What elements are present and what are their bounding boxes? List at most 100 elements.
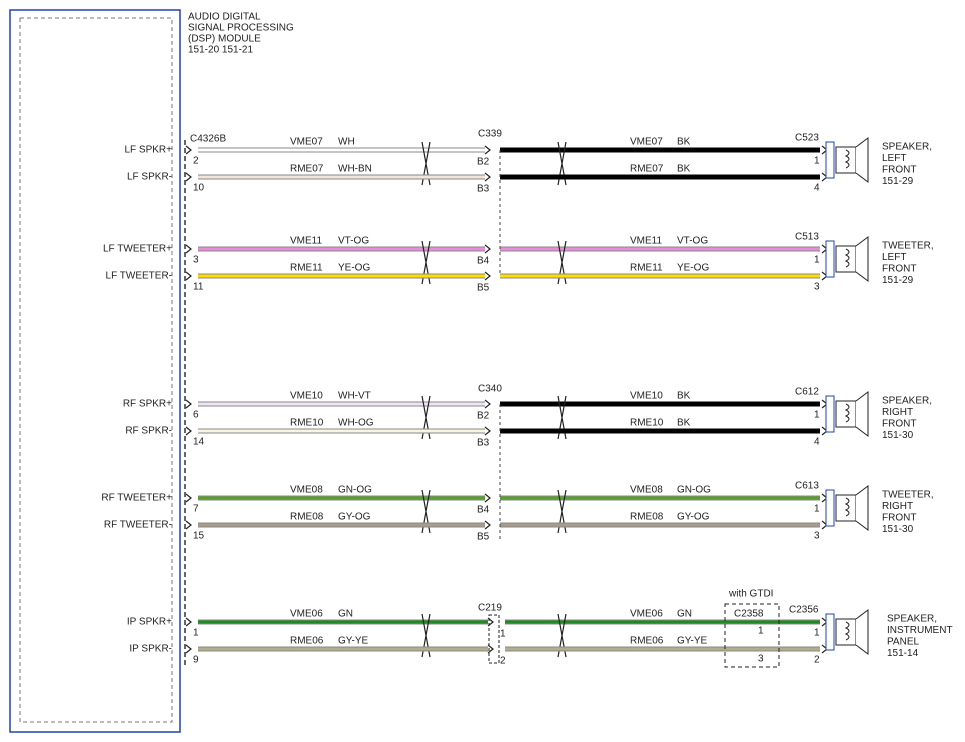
pin-label: LF SPKR+ [124, 145, 172, 156]
module-title: AUDIO DIGITAL [188, 12, 261, 23]
option-connector-box [724, 603, 780, 668]
option-connector-label: C2358 [734, 609, 764, 620]
wire-color: VT-OG [677, 236, 708, 247]
speaker-terminal [825, 141, 835, 179]
mid-pin: B2 [477, 411, 490, 422]
speaker-label: RIGHT [882, 407, 913, 418]
end-pin: 4 [814, 183, 820, 194]
wire-color: GY-OG [677, 512, 710, 523]
connector-box [488, 614, 500, 664]
circuit-label: VME07 [290, 137, 323, 148]
speaker-cone [855, 609, 869, 655]
wire-color: WH-VT [338, 391, 371, 402]
pin-arrow [484, 399, 491, 409]
wire-color: GN-OG [338, 485, 372, 496]
circuit-label: RME06 [630, 636, 664, 647]
circuit-label: VME11 [290, 236, 322, 247]
wire-color: WH-OG [338, 418, 374, 429]
pin-label: LF SPKR- [127, 172, 172, 183]
speaker-label: PANEL [887, 637, 919, 648]
circuit-label: RME06 [290, 636, 324, 647]
pin-label: IP SPKR+ [127, 617, 172, 628]
end-pin: 4 [814, 437, 820, 448]
speaker-cone [855, 236, 869, 282]
inline-connector-label: C219 [478, 603, 502, 614]
pin-number: 10 [193, 183, 205, 194]
speaker-label: 151-30 [882, 524, 914, 535]
speaker-coil [844, 248, 850, 268]
speaker-body [835, 494, 857, 522]
speaker-body [835, 618, 857, 646]
wire-color: BK [677, 137, 691, 148]
pin-arrow [185, 271, 192, 281]
option-pin: 1 [758, 626, 764, 637]
speaker-label: FRONT [882, 419, 916, 430]
end-pin: 1 [814, 628, 820, 639]
mid-pin: B3 [477, 184, 490, 195]
pin-arrow [185, 617, 192, 627]
mid-pin: B5 [477, 283, 490, 294]
option-pin: 3 [758, 654, 764, 665]
module-title: (DSP) MODULE [188, 34, 261, 45]
pin-number: 9 [193, 655, 199, 666]
pin-arrow [185, 520, 192, 530]
mid-pin: B2 [477, 157, 490, 168]
module-box [9, 9, 181, 733]
connector-label: C4326B [190, 134, 226, 145]
pin-arrow [185, 172, 192, 182]
pin-arrow [484, 145, 491, 155]
pin-label: RF TWEETER+ [101, 493, 172, 504]
pin-number: 1 [193, 628, 199, 639]
pin-label: LF TWEETER- [106, 271, 172, 282]
circuit-label: VME06 [630, 609, 663, 620]
circuit-label: RME11 [290, 263, 323, 274]
pin-number: 7 [193, 504, 199, 515]
module-inner [19, 17, 173, 723]
wire-color: VT-OG [338, 236, 369, 247]
speaker-label: LEFT [882, 153, 906, 164]
end-pin: 1 [814, 504, 820, 515]
speaker-label: 151-29 [882, 176, 914, 187]
option-note: with GTDI [728, 589, 773, 600]
speaker-label: RIGHT [882, 501, 913, 512]
wire-color: YE-OG [338, 263, 370, 274]
pin-arrow [484, 493, 491, 503]
pin-number: 3 [193, 255, 199, 266]
mid-pin: B4 [477, 505, 490, 516]
speaker-connector: C2356 [789, 605, 819, 616]
speaker-cone [855, 137, 869, 183]
circuit-label: RME07 [630, 164, 664, 175]
module-title: SIGNAL PROCESSING [188, 23, 294, 34]
wire-color: GY-YE [338, 636, 369, 647]
speaker-terminal [825, 240, 835, 278]
end-pin: 3 [814, 531, 820, 542]
speaker-coil [844, 621, 850, 641]
pin-arrow [185, 644, 192, 654]
mid-pin: 1 [500, 629, 506, 640]
wire-color: BK [677, 164, 691, 175]
pin-arrow [484, 426, 491, 436]
mid-pin: B3 [477, 438, 490, 449]
speaker-label: TWEETER, [882, 490, 934, 501]
pin-arrow [484, 271, 491, 281]
circuit-label: RME08 [290, 512, 324, 523]
speaker-cone [855, 485, 869, 531]
speaker-label: SPEAKER, [882, 142, 932, 153]
pin-arrow [484, 172, 491, 182]
circuit-label: RME10 [630, 418, 664, 429]
wire-color: WH-BN [338, 164, 372, 175]
pin-number: 14 [193, 437, 205, 448]
circuit-label: VME11 [630, 236, 662, 247]
wire-color: GN [677, 609, 692, 620]
speaker-body [835, 146, 857, 174]
end-pin: 1 [814, 156, 820, 167]
circuit-label: VME06 [290, 609, 323, 620]
speaker-connector: C523 [795, 133, 819, 144]
mid-pin: B4 [477, 256, 490, 267]
speaker-label: 151-29 [882, 275, 914, 286]
speaker-connector: C513 [795, 232, 819, 243]
pin-number: 2 [193, 156, 199, 167]
inline-connector-label: C340 [478, 384, 502, 395]
wire-color: GY-YE [677, 636, 708, 647]
